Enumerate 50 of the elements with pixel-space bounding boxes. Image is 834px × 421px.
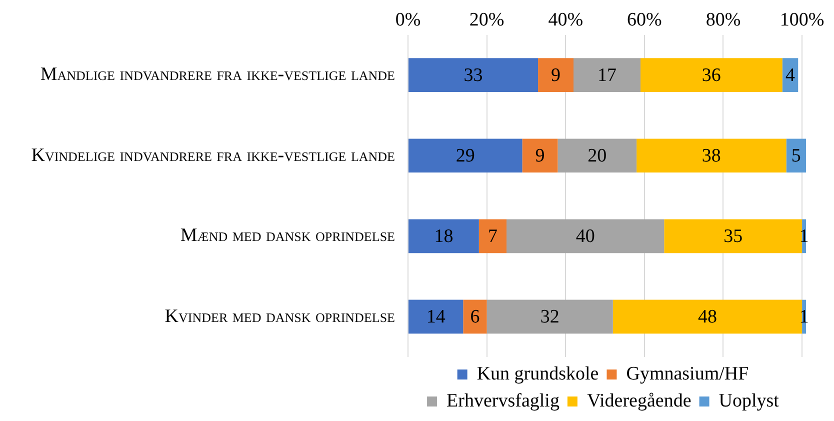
- data-label: 6: [470, 306, 480, 328]
- bar: [408, 138, 522, 173]
- bar: [574, 58, 640, 92]
- bar: [408, 219, 479, 254]
- x-tick-label: 40%: [548, 9, 584, 30]
- legend-label: Erhvervsfaglig: [446, 390, 560, 412]
- data-label: 18: [434, 226, 454, 248]
- legend-label: Kun grundskole: [476, 363, 599, 384]
- data-label: 29: [456, 146, 475, 167]
- data-label: 9: [551, 65, 561, 86]
- legend-label: Uoplyst: [718, 390, 780, 412]
- data-label: 17: [598, 65, 616, 86]
- bar: [612, 300, 802, 334]
- bar: [486, 300, 613, 334]
- x-tick-label: 80%: [706, 9, 741, 30]
- data-label: 32: [540, 306, 560, 328]
- bar: [640, 58, 782, 92]
- x-tick-label: 60%: [627, 9, 662, 30]
- bar: [664, 219, 802, 254]
- bar: [408, 300, 464, 334]
- data-label: 33: [464, 65, 483, 86]
- bar: [463, 300, 487, 334]
- x-tick-label: 100%: [780, 9, 824, 30]
- data-label: 38: [702, 146, 721, 167]
- bar: [636, 138, 786, 173]
- y-tick-label: Kvindelige indvandrere fra ikke-vestlige lande: [30, 144, 395, 168]
- y-tick-label: Kvinder med dansk oprindelse: [164, 304, 395, 329]
- bar: [506, 219, 664, 254]
- data-label: 35: [724, 226, 743, 248]
- data-label: 20: [588, 146, 607, 167]
- legend-label: Gymnasium/HF: [626, 363, 749, 384]
- data-label: 14: [426, 306, 446, 328]
- data-label: 4: [785, 65, 796, 86]
- legend-label: Videregående: [586, 390, 692, 412]
- data-label: 9: [535, 146, 545, 167]
- bar: [522, 138, 558, 173]
- x-tick-label: 0%: [395, 9, 421, 30]
- data-label: 5: [791, 146, 801, 167]
- y-tick-label: Mænd med dansk oprindelse: [179, 224, 395, 248]
- y-tick-label: Mandlige indvandrere fra ikke-vestlige lande: [39, 63, 395, 88]
- bar: [558, 138, 637, 173]
- data-label: 48: [698, 306, 717, 328]
- data-label: 36: [702, 65, 721, 86]
- x-tick-label: 20%: [469, 9, 504, 30]
- bar: [786, 138, 806, 173]
- bar: [408, 58, 538, 92]
- data-label: 7: [488, 226, 498, 248]
- bar: [538, 58, 574, 92]
- bar: [478, 219, 507, 254]
- data-label: 40: [576, 226, 595, 248]
